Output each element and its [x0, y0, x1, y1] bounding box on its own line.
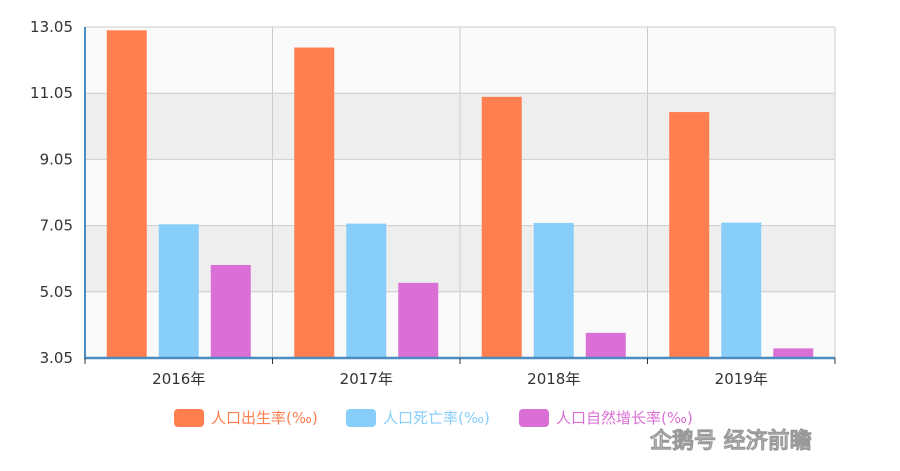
legend-label: 人口出生率(‰) [211, 409, 318, 427]
x-tick-labels: 2016年 2017年 2018年 2019年 [152, 370, 768, 388]
y-tick-label: 3.05 [40, 349, 73, 367]
legend-swatch [346, 409, 376, 427]
bar[interactable] [669, 112, 710, 358]
y-tick-label: 11.05 [30, 84, 73, 102]
watermark-text: 企鹅号 经济前瞻 [649, 428, 812, 454]
legend-label: 人口死亡率(‰) [383, 409, 490, 427]
bar[interactable] [721, 222, 762, 358]
y-tick-label: 5.05 [40, 283, 73, 301]
axes [84, 27, 836, 364]
bar[interactable] [773, 348, 814, 358]
bar[interactable] [106, 30, 147, 359]
bar[interactable] [398, 282, 439, 358]
y-tick-label: 9.05 [40, 150, 73, 168]
legend-label: 人口自然增长率(‰) [556, 409, 693, 427]
penguin-icon [622, 428, 642, 450]
legend-swatch [174, 409, 204, 427]
bar[interactable] [533, 222, 574, 358]
x-tick-label: 2016年 [152, 370, 205, 388]
x-tick-label: 2019年 [715, 370, 768, 388]
x-tick-label: 2017年 [340, 370, 393, 388]
bar[interactable] [158, 224, 199, 358]
y-tick-labels: 3.05 5.05 7.05 9.05 11.05 13.05 [30, 18, 73, 367]
bar[interactable] [294, 47, 335, 358]
bar[interactable] [585, 332, 626, 358]
bars-layer [106, 30, 814, 359]
legend-item[interactable]: 人口出生率(‰) [174, 409, 318, 427]
y-tick-label: 13.05 [30, 18, 73, 36]
x-tick-label: 2018年 [527, 370, 580, 388]
bar[interactable] [210, 264, 251, 358]
legend-item[interactable]: 人口死亡率(‰) [346, 409, 490, 427]
legend-swatch [519, 409, 549, 427]
bar[interactable] [481, 96, 522, 358]
watermark: 企鹅号 经济前瞻 [622, 428, 812, 454]
legend: 人口出生率(‰) 人口死亡率(‰) 人口自然增长率(‰) [174, 409, 693, 427]
bar[interactable] [346, 223, 387, 358]
legend-item[interactable]: 人口自然增长率(‰) [519, 409, 693, 427]
y-tick-label: 7.05 [40, 217, 73, 235]
